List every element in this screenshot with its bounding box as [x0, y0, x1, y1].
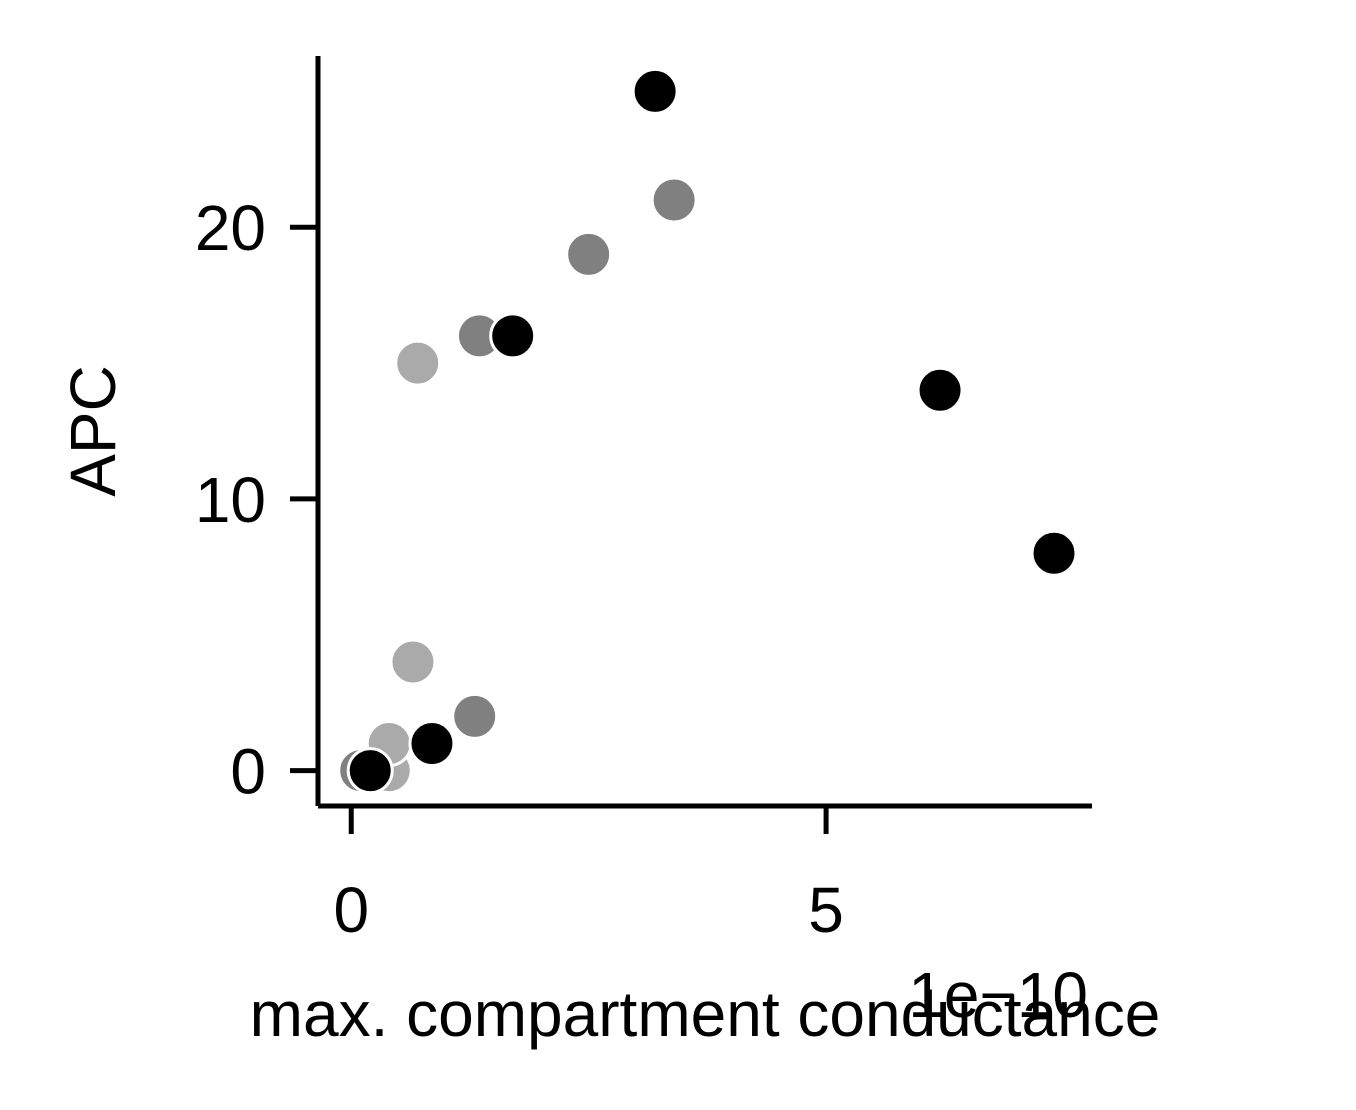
data-point — [916, 366, 964, 414]
x-tick-label: 5 — [808, 874, 844, 946]
x-tick-label: 0 — [333, 874, 369, 946]
y-ticks: 0 10 20 — [195, 192, 318, 808]
y-tick-label: 0 — [230, 736, 266, 808]
data-point — [489, 312, 537, 360]
x-offset-label: 1e−10 — [908, 959, 1088, 1031]
data-point — [394, 339, 442, 387]
y-tick-label: 20 — [195, 192, 266, 264]
data-point — [631, 67, 679, 115]
data-point — [565, 230, 613, 278]
data-point — [408, 720, 456, 767]
data-point — [650, 176, 698, 224]
y-tick-label: 10 — [195, 464, 266, 536]
points-layer — [337, 67, 1078, 795]
data-point — [389, 638, 437, 686]
data-point — [346, 747, 394, 795]
data-point — [1030, 529, 1078, 577]
y-axis-label: APC — [57, 365, 129, 497]
data-point — [451, 692, 499, 740]
x-axis-label: max. compartment conductance — [250, 978, 1161, 1050]
